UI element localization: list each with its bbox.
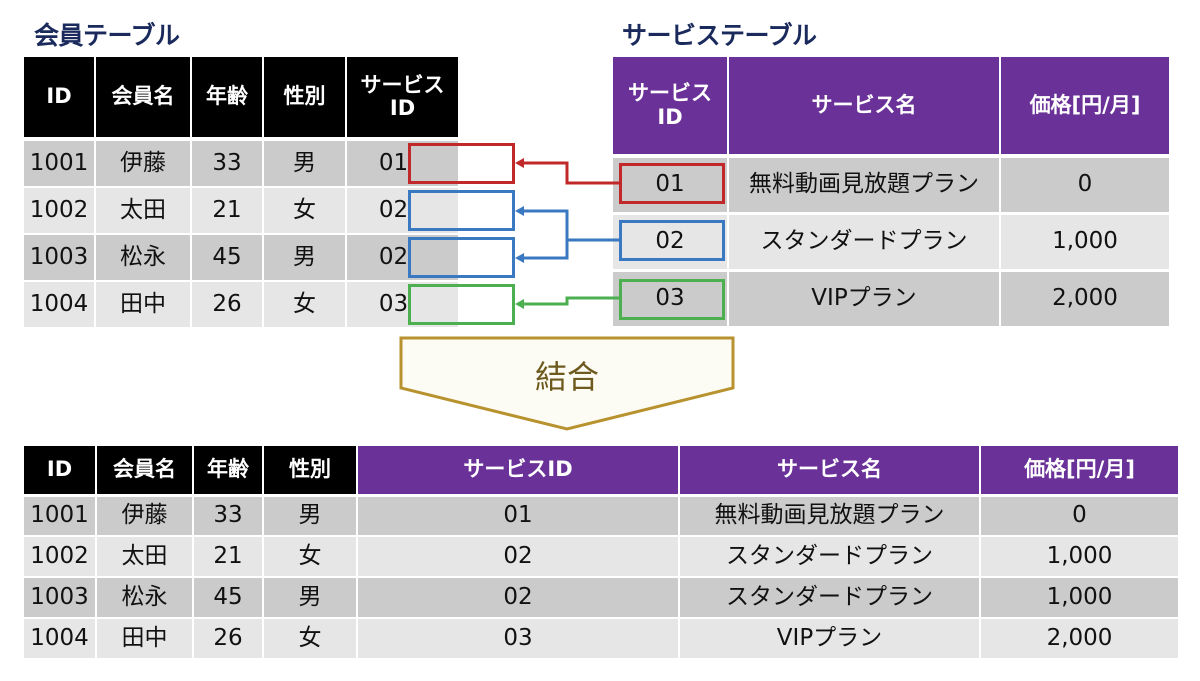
- result-header-name: 会員名: [97, 446, 192, 494]
- member-header-name: 会員名: [96, 57, 190, 137]
- result-cell: 1002: [24, 537, 95, 576]
- member-cell: 21: [192, 188, 262, 233]
- member-cell: 男: [264, 235, 345, 280]
- service-cell: VIPプラン: [729, 272, 999, 326]
- result-cell: 太田: [97, 537, 192, 576]
- result-cell: 01: [358, 497, 678, 535]
- result-cell: 松永: [97, 578, 192, 617]
- result-header-service-id: サービスID: [358, 446, 678, 494]
- member-cell: 02: [347, 235, 458, 280]
- result-cell: 1004: [24, 619, 95, 658]
- result-header-service-name: サービス名: [680, 446, 979, 494]
- result-cell: スタンダードプラン: [680, 578, 979, 617]
- result-cell: 1,000: [981, 537, 1178, 576]
- service-header-name: サービス名: [729, 57, 999, 154]
- join-arrow-icon: [399, 336, 735, 431]
- member-cell: 女: [264, 282, 345, 327]
- service-cell: 1,000: [1001, 215, 1169, 269]
- result-cell: 26: [194, 619, 262, 658]
- result-cell: 45: [194, 578, 262, 617]
- result-cell: 2,000: [981, 619, 1178, 658]
- link-box-02-member: [408, 190, 515, 231]
- result-cell: 男: [264, 578, 356, 617]
- join-label: 結合: [534, 358, 599, 396]
- member-cell: 45: [192, 235, 262, 280]
- service-table-title: サービステーブル: [622, 21, 817, 50]
- connector-03: [522, 296, 619, 306]
- result-cell: 0: [981, 497, 1178, 535]
- result-cell: 02: [358, 537, 678, 576]
- member-cell: 太田: [96, 188, 190, 233]
- member-cell: 伊藤: [96, 141, 190, 186]
- member-cell: 01: [347, 141, 458, 186]
- result-header-age: 年齢: [194, 446, 262, 494]
- link-box-01-service: [619, 163, 725, 204]
- member-header-gender: 性別: [264, 57, 345, 137]
- result-cell: 伊藤: [97, 497, 192, 535]
- result-cell: VIPプラン: [680, 619, 979, 658]
- result-cell: 女: [264, 537, 356, 576]
- result-cell: 田中: [97, 619, 192, 658]
- service-cell: 無料動画見放題プラン: [729, 158, 999, 212]
- member-cell: 1004: [24, 282, 94, 327]
- link-box-02-service: [619, 220, 725, 261]
- member-header-service-id: サービス ID: [347, 57, 458, 137]
- result-cell: 女: [264, 619, 356, 658]
- service-header-id: サービス ID: [613, 57, 727, 154]
- result-cell: 21: [194, 537, 262, 576]
- result-header-price: 価格[円/月]: [981, 446, 1178, 494]
- member-cell: 33: [192, 141, 262, 186]
- member-cell: 26: [192, 282, 262, 327]
- result-cell: スタンダードプラン: [680, 537, 979, 576]
- member-header-id: ID: [24, 57, 94, 137]
- connector-01: [522, 161, 619, 185]
- result-cell: 1003: [24, 578, 95, 617]
- member-cell: 03: [347, 282, 458, 327]
- arrowhead-icon: [515, 206, 524, 216]
- service-header-price: 価格[円/月]: [1001, 57, 1169, 154]
- member-cell: 1003: [24, 235, 94, 280]
- result-cell: 1,000: [981, 578, 1178, 617]
- result-header-gender: 性別: [264, 446, 356, 494]
- link-box-01-member: [408, 143, 515, 184]
- link-box-03-service: [619, 279, 725, 320]
- member-table-title: 会員テーブル: [34, 21, 180, 50]
- member-header-age: 年齢: [192, 57, 262, 137]
- service-cell: 0: [1001, 158, 1169, 212]
- member-cell: 松永: [96, 235, 190, 280]
- link-box-02-member: [408, 237, 515, 278]
- result-cell: 男: [264, 497, 356, 535]
- member-cell: 田中: [96, 282, 190, 327]
- result-cell: 03: [358, 619, 678, 658]
- result-header-id: ID: [24, 446, 95, 494]
- result-cell: 33: [194, 497, 262, 535]
- service-cell: スタンダードプラン: [729, 215, 999, 269]
- member-cell: 1001: [24, 141, 94, 186]
- arrowhead-icon: [515, 158, 524, 168]
- result-cell: 1001: [24, 497, 95, 535]
- member-cell: 02: [347, 188, 458, 233]
- member-cell: 1002: [24, 188, 94, 233]
- member-cell: 男: [264, 141, 345, 186]
- arrowhead-icon: [515, 253, 524, 263]
- link-box-03-member: [408, 284, 515, 325]
- result-cell: 無料動画見放題プラン: [680, 497, 979, 535]
- service-cell: 2,000: [1001, 272, 1169, 326]
- member-cell: 女: [264, 188, 345, 233]
- arrowhead-icon: [515, 299, 524, 309]
- result-cell: 02: [358, 578, 678, 617]
